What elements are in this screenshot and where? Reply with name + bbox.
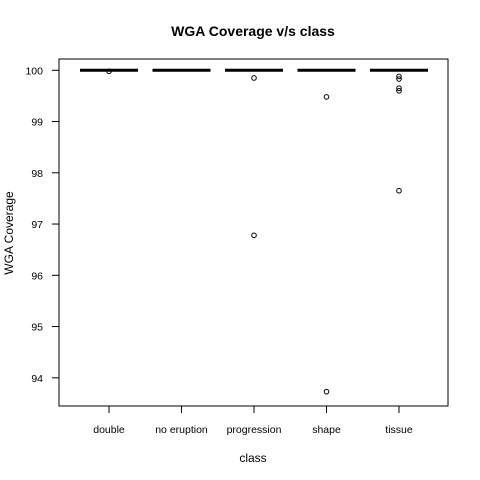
outlier-point	[396, 87, 402, 94]
outlier-point	[251, 75, 257, 81]
y-tick-label: 95	[31, 322, 43, 334]
x-tick-label: shape	[312, 424, 341, 436]
y-tick-label: 96	[31, 270, 43, 282]
plot-frame	[58, 58, 449, 407]
x-axis: double no eruption progression shape tissue	[93, 405, 413, 436]
y-tick-label: 98	[31, 168, 43, 180]
y-tick-label: 94	[31, 373, 43, 385]
x-tick-label: double	[93, 424, 125, 436]
y-axis: 94 95 96 97 98 99 100	[25, 65, 60, 385]
outlier-point	[106, 68, 112, 75]
outlier-point	[396, 76, 402, 82]
outlier-point	[396, 85, 402, 92]
outlier-point	[396, 187, 402, 194]
chart-title: WGA Coverage v/s class	[171, 23, 335, 39]
x-tick-label: tissue	[385, 424, 413, 436]
y-tick-label: 97	[31, 219, 43, 231]
y-axis-label: WGA Coverage	[2, 191, 16, 275]
outlier-point	[251, 232, 257, 239]
outlier-point	[323, 388, 330, 395]
outlier-point	[323, 94, 330, 100]
outlier-point	[396, 73, 402, 80]
x-tick-label: progression	[227, 424, 282, 436]
box-series	[80, 68, 428, 395]
x-tick-label: no eruption	[155, 424, 208, 436]
x-axis-label: class	[239, 451, 266, 465]
y-tick-label: 99	[31, 117, 43, 129]
y-tick-label: 100	[25, 65, 43, 77]
